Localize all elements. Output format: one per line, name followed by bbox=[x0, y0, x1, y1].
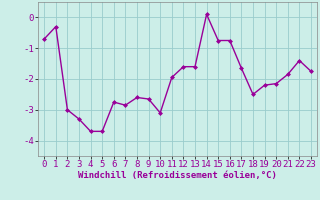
X-axis label: Windchill (Refroidissement éolien,°C): Windchill (Refroidissement éolien,°C) bbox=[78, 171, 277, 180]
